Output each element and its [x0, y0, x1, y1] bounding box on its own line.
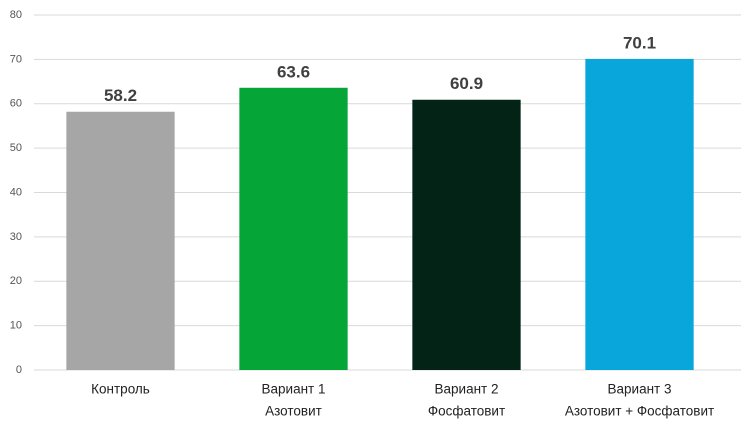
x-tick-label: Вариант 1: [262, 382, 326, 397]
y-tick-label: 30: [10, 231, 22, 243]
y-tick-label: 50: [10, 142, 22, 154]
bar: [585, 58, 694, 371]
y-tick-label: 20: [10, 275, 22, 287]
value-label: 63.6: [277, 62, 310, 81]
bar: [239, 87, 348, 371]
bar: [412, 99, 521, 370]
x-tick-label: Азотовит: [265, 404, 322, 419]
value-label: 60.9: [450, 74, 483, 93]
x-tick-label: Фосфатовит: [428, 404, 505, 419]
value-label: 70.1: [623, 33, 656, 52]
y-tick-label: 0: [16, 364, 22, 376]
y-tick-label: 70: [10, 53, 22, 65]
x-tick-label: Контроль: [91, 382, 150, 397]
x-tick-label: Вариант 2: [435, 382, 499, 397]
y-tick-label: 10: [10, 320, 22, 332]
x-tick-label: Вариант 3: [608, 382, 672, 397]
x-tick-label: Азотовит + Фосфатовит: [565, 404, 714, 419]
y-tick-label: 40: [10, 186, 22, 198]
value-label: 58.2: [104, 86, 137, 105]
y-tick-label: 60: [10, 98, 22, 110]
bar: [66, 111, 175, 371]
y-tick-label: 80: [10, 9, 22, 21]
